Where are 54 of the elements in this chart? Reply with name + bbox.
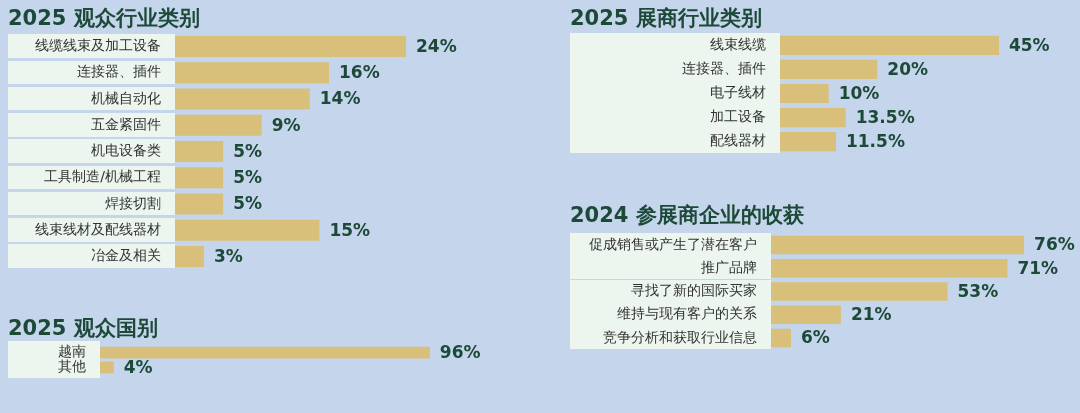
data-label: 20%: [887, 58, 929, 79]
chart-title: 2024 参展商企业的收获: [570, 202, 804, 229]
data-label: 21%: [850, 303, 892, 324]
y-tick-label: 机电设备类: [91, 141, 161, 158]
data-label: 9%: [271, 114, 301, 135]
y-tick-label: 五金紧固件: [91, 115, 161, 132]
y-tick-label: 配线器材: [710, 131, 766, 148]
data-label: 14%: [319, 88, 361, 109]
data-label: 76%: [1034, 234, 1075, 255]
data-label: 6%: [800, 327, 830, 347]
bar: [780, 107, 846, 127]
chart-title: 2025 观众行业类别: [8, 5, 200, 32]
y-tick-label: 机械自动化: [91, 89, 161, 106]
data-label: 11.5%: [845, 130, 905, 151]
data-label: 53%: [957, 280, 999, 301]
data-label: 96%: [439, 341, 481, 362]
y-tick-label: 加工设备: [710, 107, 766, 124]
data-label: 5%: [233, 166, 262, 187]
bar: [175, 193, 224, 215]
y-tick-label: 电子线材: [710, 83, 766, 100]
data-label: 3%: [213, 245, 243, 266]
chart-title: 2025 展商行业类别: [570, 5, 762, 32]
bar: [175, 140, 224, 162]
data-label: 71%: [1017, 257, 1059, 278]
y-tick-label: 线缆线束及加工设备: [35, 36, 161, 53]
data-label: 10%: [838, 82, 880, 103]
y-tick-label: 线束线材及配线器材: [35, 220, 161, 237]
bar: [175, 166, 224, 188]
y-tick-label: 线束线缆: [710, 35, 766, 52]
y-tick-label: 连接器、插件: [77, 63, 161, 79]
chart-title: 2025 观众国别: [8, 315, 158, 342]
data-label: 24%: [416, 35, 457, 56]
data-label: 13.5%: [855, 106, 915, 127]
y-tick-label: 连接器、插件: [682, 59, 766, 76]
bar: [780, 131, 836, 151]
bar: [771, 328, 791, 347]
y-tick-label: 寻找了新的国际买家: [631, 281, 757, 298]
y-tick-label: 促成销售或产生了潜在客户: [589, 235, 757, 252]
data-label: 4%: [123, 356, 153, 377]
y-tick-label: 冶金及相关: [91, 246, 161, 263]
y-tick-label: 竞争分析和获取行业信息: [603, 328, 757, 345]
y-tick-label: 焊接切割: [105, 194, 161, 211]
bar: [780, 83, 829, 103]
data-label: 16%: [339, 61, 380, 82]
y-tick-label: 维持与现有客户的关系: [617, 304, 757, 321]
y-tick-label: 越南: [58, 342, 86, 359]
bar: [175, 245, 204, 267]
data-label: 5%: [233, 193, 262, 213]
y-tick-label: 推广品牌: [701, 258, 757, 275]
y-tick-label: 工具制造/机械工程: [44, 167, 161, 184]
data-label: 15%: [329, 219, 371, 240]
data-label: 5%: [233, 140, 262, 161]
y-tick-label: 其他: [58, 357, 86, 374]
data-label: 45%: [1008, 34, 1050, 55]
